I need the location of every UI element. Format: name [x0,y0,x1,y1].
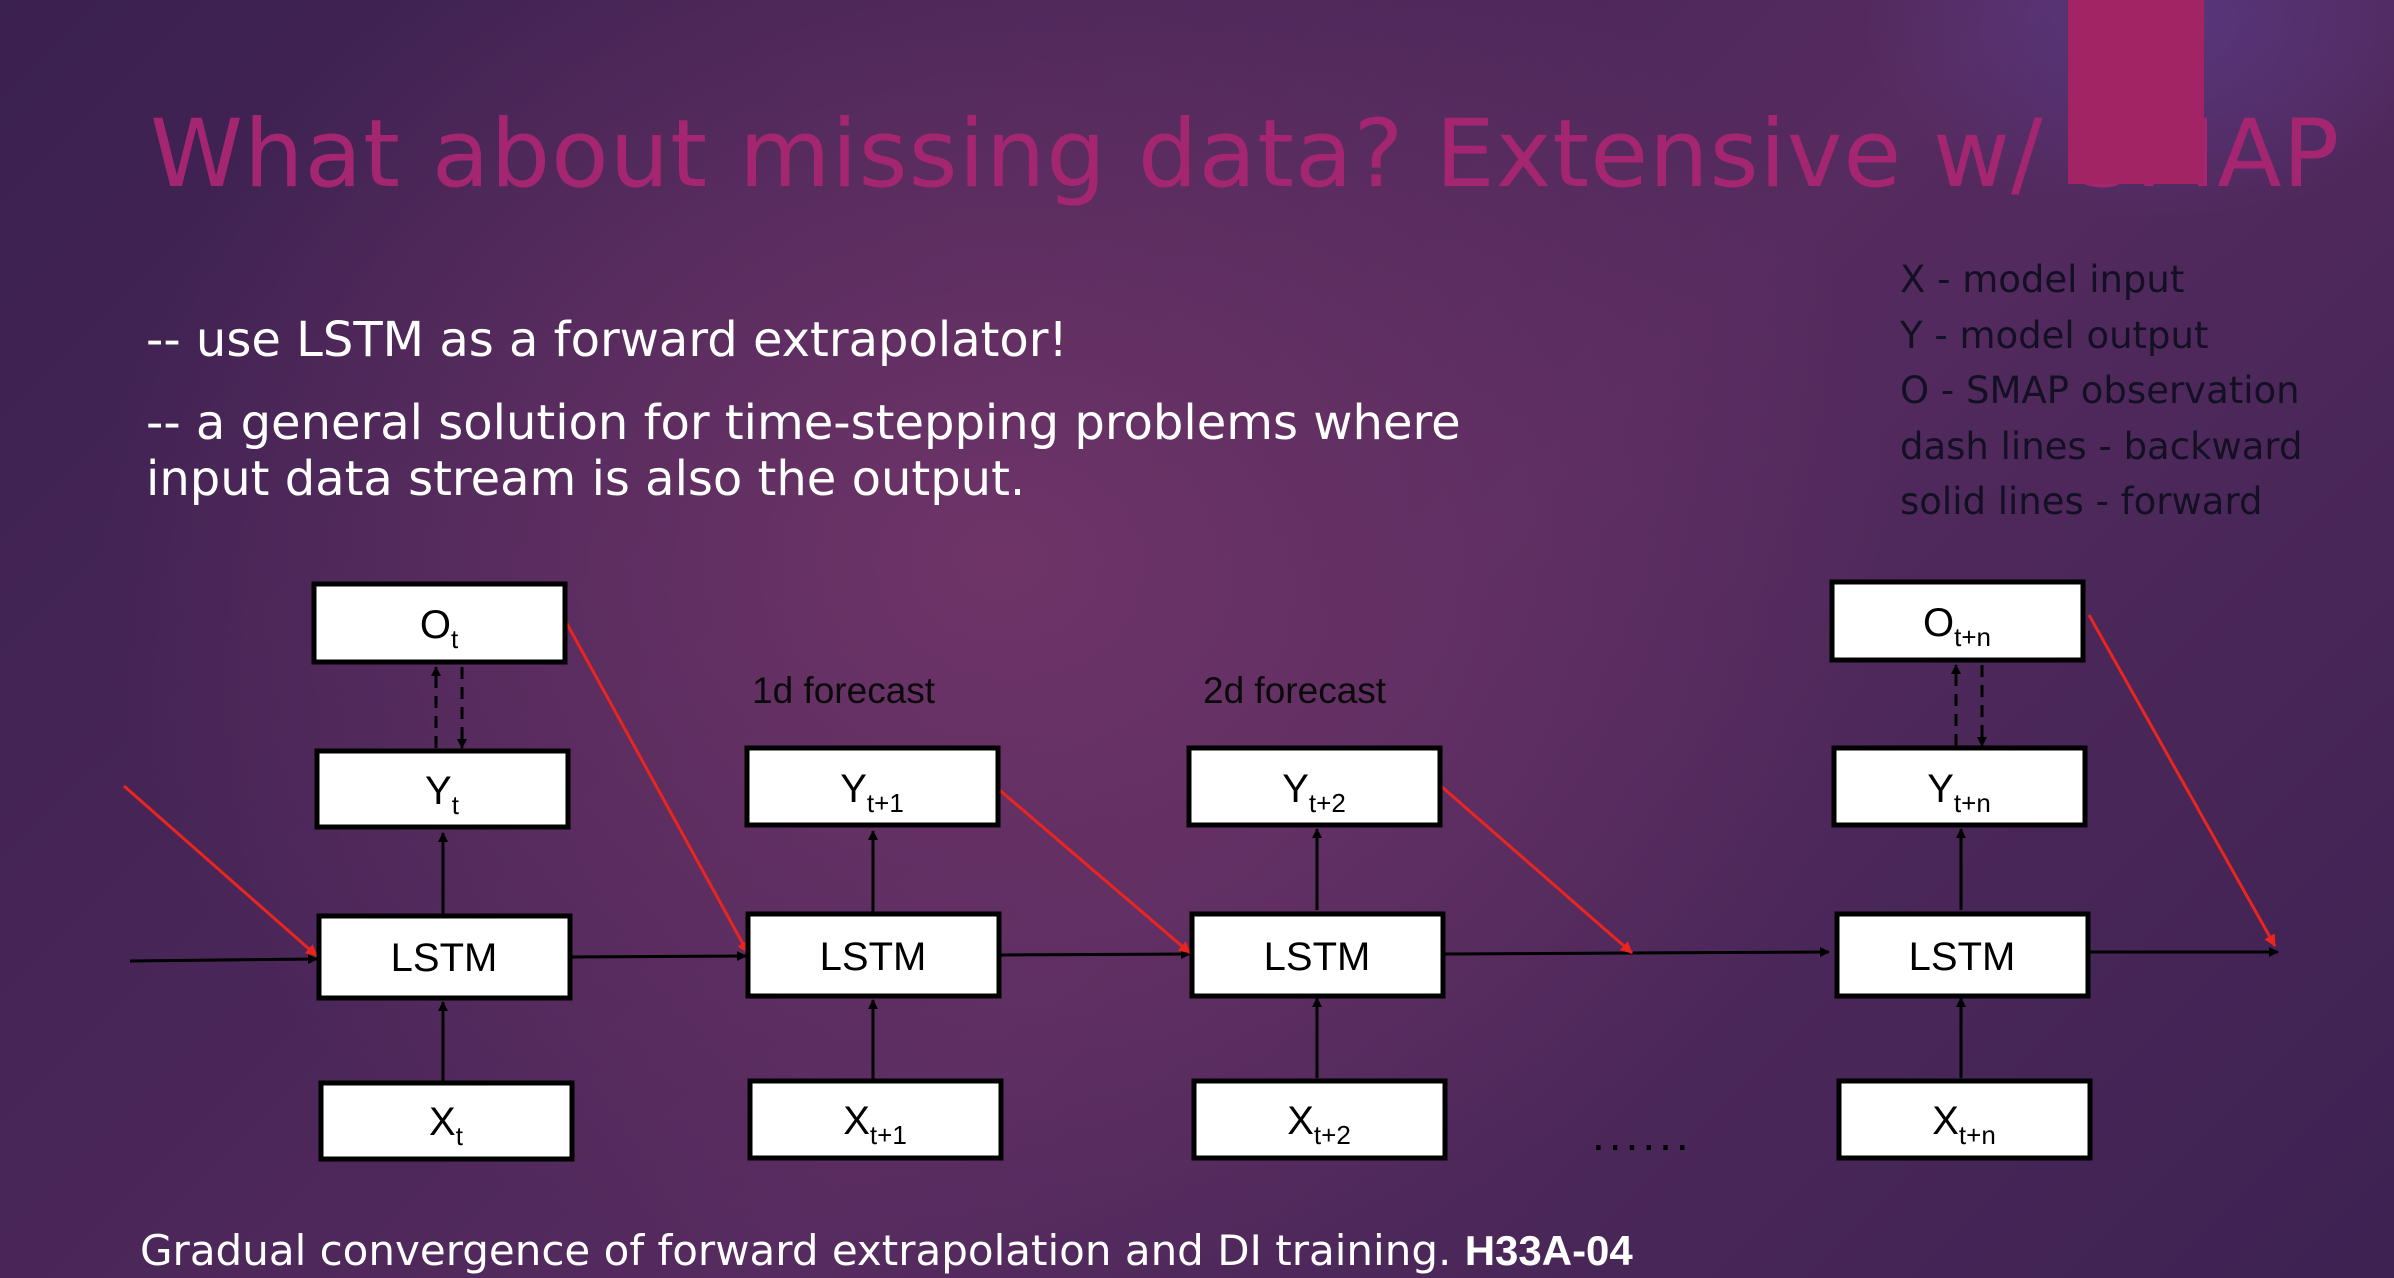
svg-text:LSTM: LSTM [391,936,498,980]
red-arrow-o-to-lstm [564,621,750,954]
lstm-link-2 [998,949,1191,960]
lstm-box-tn: LSTM [1834,911,2091,999]
svg-text:Xt+2: Xt+2 [1287,1099,1351,1150]
input-arrow [129,954,318,965]
legend-item-o: O - SMAP observation [1900,369,2300,412]
svg-text:Yt+1: Yt+1 [840,767,904,818]
svg-text:Xt+n: Xt+n [1932,1099,1996,1150]
extrapolation-arrows [123,614,2277,958]
y-box-t: Yt [314,748,571,830]
y-box-tn: Yt+n [1831,745,2088,828]
lstm-link-3 [1442,947,1830,958]
footer-caption: Gradual convergence of forward extrapola… [140,1226,1633,1275]
svg-text:Yt+n: Yt+n [1927,767,1991,818]
x-box-t1: Xt+1 [747,1078,1004,1161]
forward-connections [129,828,2279,1082]
caption-1d-forecast: 1d forecast [752,670,936,711]
lstm-box-t: LSTM [316,913,573,1001]
legend-item-solid: solid lines - forward [1900,480,2263,523]
bullet-2-line-2: input data stream is also the output. [146,451,1026,507]
slide-title: What about missing data? Extensive w/ SM… [150,100,2341,209]
svg-text:LSTM: LSTM [1909,935,2016,979]
red-arrow-out [2087,614,2277,947]
svg-text:LSTM: LSTM [1264,935,1371,979]
x-box-tn: Xt+n [1836,1078,2093,1161]
bullet-1: -- use LSTM as a forward extrapolator! [146,312,1068,368]
svg-text:Xt+1: Xt+1 [843,1099,907,1150]
svg-text:Yt: Yt [425,769,460,820]
red-arrow-in [123,784,318,958]
y-box-t1: Yt+1 [744,745,1001,828]
legend-item-x: X - model input [1900,258,2185,301]
red-arrow-y2 [1441,785,1633,955]
bullet-2: -- a general solution for time-stepping … [146,395,1461,507]
accent-bar [2068,0,2204,184]
lstm-link-1 [569,951,747,962]
lstm-box-t2: LSTM [1189,911,1446,999]
svg-text:LSTM: LSTM [820,935,927,979]
caption-2d-forecast: 2d forecast [1203,670,1387,711]
footer-code: H33A-04 [1464,1227,1633,1274]
legend: X - model input Y - model output O - SMA… [1900,252,2302,530]
lstm-box-t1: LSTM [745,911,1002,999]
ellipsis-dots: ...... [1592,1108,1693,1160]
svg-text:Xt: Xt [429,1100,464,1151]
legend-item-y: Y - model output [1900,313,2209,357]
x-box-t2: Xt+2 [1191,1078,1448,1161]
red-arrow-y1-to-lstm [995,785,1191,955]
footer-text: Gradual convergence of forward extrapola… [140,1226,1465,1275]
backward-connections [431,664,1987,749]
y-box-t2: Yt+2 [1186,745,1443,828]
svg-text:Ot: Ot [420,603,459,654]
o-box-t: Ot [311,581,568,665]
x-box-t: Xt [318,1080,575,1162]
bullet-2-line-1: -- a general solution for time-stepping … [146,395,1461,451]
o-box-tn: Ot+n [1829,579,2086,663]
svg-text:Ot+n: Ot+n [1923,601,1991,652]
legend-item-dash: dash lines - backward [1900,424,2303,468]
svg-text:Yt+2: Yt+2 [1282,767,1346,818]
